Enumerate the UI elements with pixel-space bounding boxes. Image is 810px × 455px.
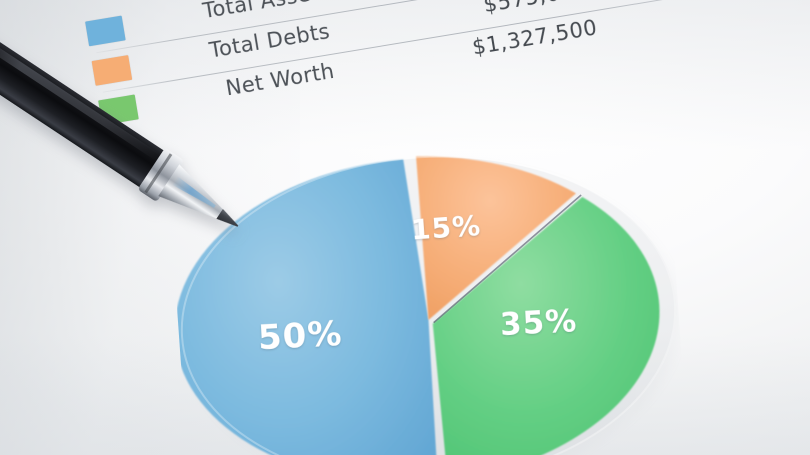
- pie-label-35-percent: 35%: [499, 303, 579, 343]
- pie-slice-total-assets: [174, 159, 438, 455]
- pie-chart-svg: [174, 155, 677, 455]
- pie-rim-highlight: [180, 155, 677, 455]
- pie-seam-orange-green: [433, 194, 582, 324]
- pie-label-15-percent: 15%: [409, 208, 483, 247]
- pie-label-50-percent: 50%: [257, 313, 344, 359]
- legend-swatch-blue: [85, 15, 126, 47]
- pie-slice-total-debts: [416, 156, 577, 320]
- pie-chart: [167, 131, 689, 455]
- legend-swatch-orange: [91, 55, 133, 86]
- pie-slice-net-worth: [432, 196, 660, 455]
